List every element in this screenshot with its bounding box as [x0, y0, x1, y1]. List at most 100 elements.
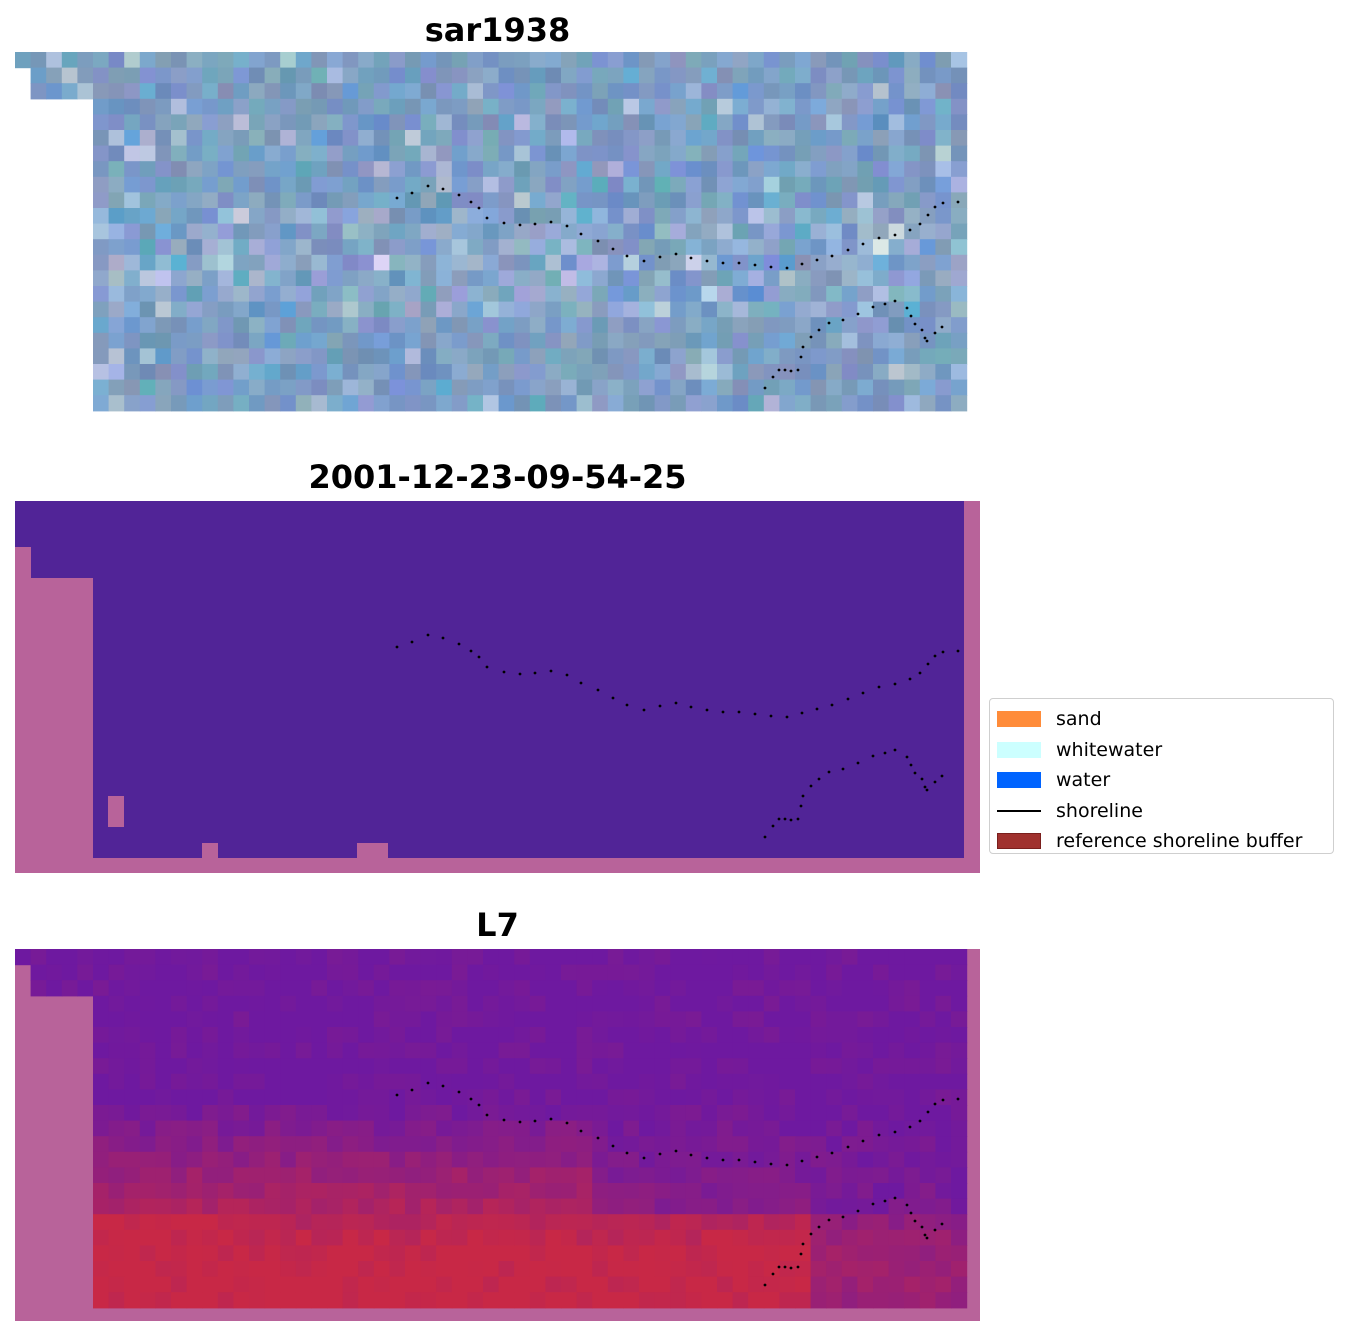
shoreline-point	[763, 386, 767, 390]
shoreline-point	[809, 784, 813, 788]
shoreline-point	[596, 1136, 600, 1140]
shoreline-point	[941, 201, 945, 205]
shoreline-point	[533, 1119, 537, 1123]
shoreline-point	[771, 824, 775, 828]
shoreline-point	[893, 299, 897, 303]
shoreline-point	[579, 1129, 583, 1133]
shoreline-point	[457, 1090, 461, 1094]
shoreline-point	[883, 302, 887, 306]
shoreline-point	[785, 715, 789, 719]
shoreline-point	[469, 1097, 473, 1101]
legend-label: water	[1056, 769, 1111, 792]
shoreline-point	[909, 1211, 913, 1215]
shoreline-point	[941, 650, 945, 654]
shoreline-point	[783, 368, 787, 372]
shoreline-point	[913, 322, 917, 326]
shoreline-point	[905, 1203, 909, 1207]
shoreline-point	[737, 710, 741, 714]
shoreline-point	[856, 761, 860, 765]
panel-title-l7: L7	[476, 906, 519, 944]
shoreline-point	[549, 669, 553, 673]
shoreline-point	[796, 368, 800, 372]
shoreline-point	[689, 705, 693, 709]
shoreline-point	[469, 649, 473, 653]
shoreline-point	[817, 777, 821, 781]
shoreline-point	[753, 1160, 757, 1164]
shoreline-point	[800, 262, 804, 266]
shoreline-point	[579, 681, 583, 685]
shoreline-point	[926, 213, 930, 217]
shoreline-point	[925, 1236, 929, 1240]
rgb-image-panel	[15, 52, 968, 412]
shoreline-point	[918, 222, 922, 226]
shoreline-point	[925, 339, 929, 343]
shoreline-point	[579, 232, 583, 236]
shoreline-point	[533, 222, 537, 226]
shoreline-point	[809, 335, 813, 339]
shoreline-point	[565, 224, 569, 228]
shoreline-point	[817, 1225, 821, 1229]
shoreline-point	[799, 1252, 803, 1256]
shoreline-point	[518, 672, 522, 676]
classified-image-panel	[15, 501, 980, 873]
shoreline-point	[933, 205, 937, 209]
shoreline-point	[861, 1139, 865, 1143]
shoreline-point	[689, 1153, 693, 1157]
shoreline-point	[705, 259, 709, 263]
shoreline-point	[441, 187, 445, 191]
shoreline-point	[918, 671, 922, 675]
shoreline-point	[777, 817, 781, 821]
shoreline-point	[674, 252, 678, 256]
shoreline-point	[815, 1155, 819, 1159]
shoreline-point	[625, 703, 629, 707]
legend: sand whitewater water shoreline referenc…	[989, 698, 1334, 854]
panel-title-date: 2001-12-23-09-54-25	[308, 458, 687, 496]
shoreline-point	[658, 704, 662, 708]
shoreline-point	[871, 305, 875, 309]
index-image-panel	[15, 949, 980, 1321]
shoreline-point	[861, 691, 865, 695]
shoreline-point	[827, 1218, 831, 1222]
shoreline-point	[625, 1151, 629, 1155]
shoreline-point	[841, 767, 845, 771]
shoreline-point	[789, 369, 793, 373]
shoreline-point	[485, 665, 489, 669]
shoreline-point	[485, 216, 489, 220]
shoreline-point	[658, 1152, 662, 1156]
shoreline-point	[457, 193, 461, 197]
shoreline-point	[596, 688, 600, 692]
shoreline-point	[877, 685, 881, 689]
shoreline-point	[846, 248, 850, 252]
legend-label: whitewater	[1056, 738, 1163, 761]
shoreline-point	[941, 1098, 945, 1102]
shoreline-point	[926, 1110, 930, 1114]
shoreline-point	[830, 254, 834, 258]
shoreline-point	[783, 817, 787, 821]
shoreline-point	[789, 1266, 793, 1270]
legend-swatch-whitewater	[997, 741, 1041, 758]
shoreline-point	[801, 1242, 805, 1246]
shoreline-point	[908, 1125, 912, 1129]
shoreline-point	[920, 328, 924, 332]
shoreline-point	[827, 770, 831, 774]
shoreline-point	[565, 1121, 569, 1125]
shoreline-point	[893, 682, 897, 686]
shoreline-point	[721, 1158, 725, 1162]
shoreline-point	[785, 266, 789, 270]
shoreline-point	[841, 318, 845, 322]
legend-swatch-shoreline	[997, 809, 1041, 812]
shoreline-point	[549, 220, 553, 224]
shoreline-point	[877, 1133, 881, 1137]
shoreline-point	[815, 258, 819, 262]
shoreline-point	[441, 636, 445, 640]
shoreline-point	[721, 710, 725, 714]
shoreline-point	[395, 1093, 399, 1097]
shoreline-point	[642, 708, 646, 712]
shoreline-point	[815, 707, 819, 711]
shoreline-point	[893, 233, 897, 237]
shoreline-point	[909, 763, 913, 767]
shoreline-point	[769, 265, 773, 269]
shoreline-point	[763, 1283, 767, 1287]
shoreline-point	[920, 1225, 924, 1229]
shoreline-point	[933, 654, 937, 658]
